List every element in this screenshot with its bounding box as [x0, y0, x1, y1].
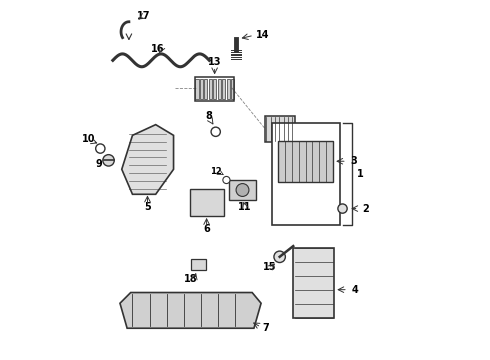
Circle shape	[338, 204, 347, 213]
Bar	[209, 79, 212, 99]
Text: 18: 18	[184, 274, 197, 284]
Text: 15: 15	[263, 262, 276, 272]
Bar	[265, 116, 295, 143]
Bar	[213, 79, 217, 99]
Text: 5: 5	[144, 202, 151, 212]
Bar	[190, 189, 223, 216]
Text: 8: 8	[206, 111, 213, 121]
Bar	[196, 79, 198, 99]
Text: 13: 13	[208, 57, 221, 67]
Bar	[191, 258, 206, 270]
Circle shape	[274, 251, 285, 262]
Text: 10: 10	[82, 135, 95, 144]
Text: 16: 16	[151, 44, 164, 54]
Bar	[229, 180, 256, 200]
Bar	[226, 79, 230, 99]
Bar	[222, 79, 225, 99]
Bar	[278, 141, 333, 182]
Circle shape	[236, 184, 249, 197]
Circle shape	[96, 144, 105, 153]
Text: 7: 7	[262, 323, 269, 333]
Bar	[195, 77, 234, 100]
Circle shape	[211, 127, 220, 136]
Circle shape	[223, 176, 230, 184]
Polygon shape	[120, 293, 261, 328]
Bar	[272, 123, 340, 225]
Text: 12: 12	[210, 167, 221, 176]
Bar	[218, 79, 221, 99]
Text: 17: 17	[136, 12, 150, 21]
Text: 14: 14	[256, 30, 269, 40]
Text: 2: 2	[362, 203, 369, 213]
Text: 11: 11	[238, 202, 252, 212]
Polygon shape	[122, 125, 173, 194]
Bar	[200, 79, 203, 99]
Bar	[231, 79, 234, 99]
Bar	[293, 248, 334, 318]
Text: 3: 3	[350, 156, 357, 166]
Circle shape	[103, 155, 114, 166]
Text: 9: 9	[95, 159, 102, 170]
Text: 6: 6	[203, 224, 210, 234]
Text: 4: 4	[351, 285, 358, 295]
Text: 1: 1	[357, 169, 364, 179]
Bar	[204, 79, 207, 99]
